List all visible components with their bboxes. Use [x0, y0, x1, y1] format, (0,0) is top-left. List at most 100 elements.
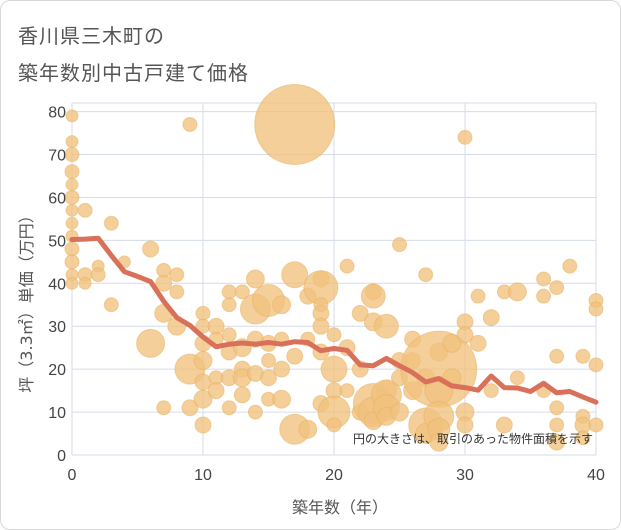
x-tick-label: 10: [194, 467, 212, 484]
data-bubble[interactable]: [221, 297, 237, 313]
y-tick-label: 50: [48, 233, 66, 250]
data-bubble[interactable]: [221, 400, 237, 416]
data-bubble[interactable]: [103, 215, 119, 231]
bubble-layer: [64, 83, 604, 452]
data-bubble[interactable]: [77, 202, 93, 218]
data-bubble[interactable]: [442, 333, 462, 353]
data-bubble[interactable]: [509, 370, 525, 386]
data-bubble[interactable]: [548, 433, 566, 451]
data-bubble[interactable]: [536, 271, 552, 287]
data-bubble[interactable]: [418, 267, 434, 283]
data-bubble[interactable]: [320, 355, 348, 383]
data-bubble[interactable]: [429, 432, 449, 452]
data-bubble[interactable]: [298, 419, 318, 439]
data-bubble[interactable]: [64, 241, 80, 257]
data-bubble[interactable]: [549, 348, 565, 364]
data-bubble[interactable]: [273, 360, 291, 378]
data-bubble[interactable]: [221, 284, 237, 300]
average-price-trend-line: [69, 235, 599, 405]
data-bubble[interactable]: [392, 237, 407, 253]
data-bubble[interactable]: [326, 327, 342, 343]
data-bubble[interactable]: [245, 269, 265, 289]
tick-labels: 0 10 20 30 40 0 10 20 30 40 50 60 70 80: [48, 105, 605, 484]
data-bubble[interactable]: [233, 386, 251, 404]
data-bubble[interactable]: [136, 328, 166, 358]
x-tick-label: 0: [68, 467, 77, 484]
data-bubble[interactable]: [194, 416, 212, 434]
y-tick-label: 10: [48, 405, 66, 422]
data-bubble[interactable]: [207, 382, 225, 400]
data-bubble[interactable]: [142, 240, 160, 258]
grid-lines: [71, 102, 597, 456]
data-bubble[interactable]: [155, 274, 173, 292]
data-bubble[interactable]: [281, 261, 309, 289]
data-bubble[interactable]: [360, 283, 386, 309]
data-bubble[interactable]: [312, 317, 330, 335]
data-bubble[interactable]: [575, 430, 591, 446]
data-bubble[interactable]: [182, 116, 198, 132]
data-bubble[interactable]: [373, 313, 399, 339]
y-tick-label: 0: [57, 448, 66, 465]
data-bubble[interactable]: [64, 189, 80, 205]
x-tick-label: 30: [456, 467, 474, 484]
data-bubble[interactable]: [326, 417, 342, 433]
data-bubble[interactable]: [64, 254, 80, 270]
data-bubble[interactable]: [549, 280, 565, 296]
data-bubble[interactable]: [254, 83, 336, 165]
data-bubble[interactable]: [195, 305, 211, 321]
data-bubble[interactable]: [456, 416, 474, 434]
data-bubble[interactable]: [588, 417, 604, 433]
data-bubble[interactable]: [234, 284, 250, 300]
data-bubble[interactable]: [169, 284, 185, 300]
data-bubble[interactable]: [272, 389, 292, 409]
data-bubble[interactable]: [536, 288, 552, 304]
data-bubble[interactable]: [65, 109, 79, 123]
data-bubble[interactable]: [65, 216, 79, 230]
data-bubble[interactable]: [339, 258, 355, 274]
data-bubble[interactable]: [64, 164, 80, 180]
y-tick-label: 60: [48, 190, 66, 207]
data-bubble[interactable]: [457, 129, 473, 145]
data-bubble[interactable]: [549, 417, 565, 433]
data-bubble[interactable]: [260, 369, 277, 387]
data-bubble[interactable]: [286, 347, 304, 365]
data-bubble[interactable]: [456, 326, 474, 344]
y-tick-label: 70: [48, 148, 66, 165]
data-bubble[interactable]: [482, 309, 500, 327]
data-bubble[interactable]: [193, 389, 213, 409]
data-bubble[interactable]: [78, 276, 92, 290]
data-bubble[interactable]: [588, 357, 604, 373]
data-bubble[interactable]: [588, 301, 604, 317]
data-bubble[interactable]: [64, 147, 80, 163]
data-bubble[interactable]: [90, 267, 106, 283]
data-bubble[interactable]: [65, 203, 79, 217]
data-bubble[interactable]: [169, 267, 185, 283]
x-axis-label: 築年数（年）: [292, 498, 388, 517]
data-bubble[interactable]: [507, 282, 527, 302]
data-bubble[interactable]: [483, 383, 499, 399]
data-bubble[interactable]: [272, 295, 292, 315]
data-bubble[interactable]: [562, 258, 578, 274]
data-bubble[interactable]: [65, 178, 79, 192]
data-bubble[interactable]: [193, 351, 213, 371]
data-bubble[interactable]: [156, 400, 172, 416]
data-bubble[interactable]: [65, 276, 79, 290]
data-bubble[interactable]: [181, 399, 199, 417]
data-bubble[interactable]: [495, 416, 513, 434]
data-bubble[interactable]: [575, 348, 591, 364]
data-bubble[interactable]: [470, 288, 486, 304]
y-tick-label: 40: [48, 276, 66, 293]
data-bubble[interactable]: [247, 404, 263, 420]
data-bubble[interactable]: [221, 327, 237, 343]
data-bubble[interactable]: [469, 334, 487, 352]
data-bubble[interactable]: [261, 353, 276, 369]
data-bubble[interactable]: [65, 135, 79, 149]
chart-title-line2: 築年数別中古戸建て価格: [18, 61, 249, 85]
data-bubble[interactable]: [390, 402, 409, 422]
data-bubble[interactable]: [549, 400, 565, 416]
data-bubble[interactable]: [339, 383, 355, 399]
data-bubble[interactable]: [351, 304, 369, 322]
bubble-size-note: 円の大きさは、取引のあった物件面積を示す: [353, 431, 593, 446]
data-bubble[interactable]: [103, 297, 119, 313]
